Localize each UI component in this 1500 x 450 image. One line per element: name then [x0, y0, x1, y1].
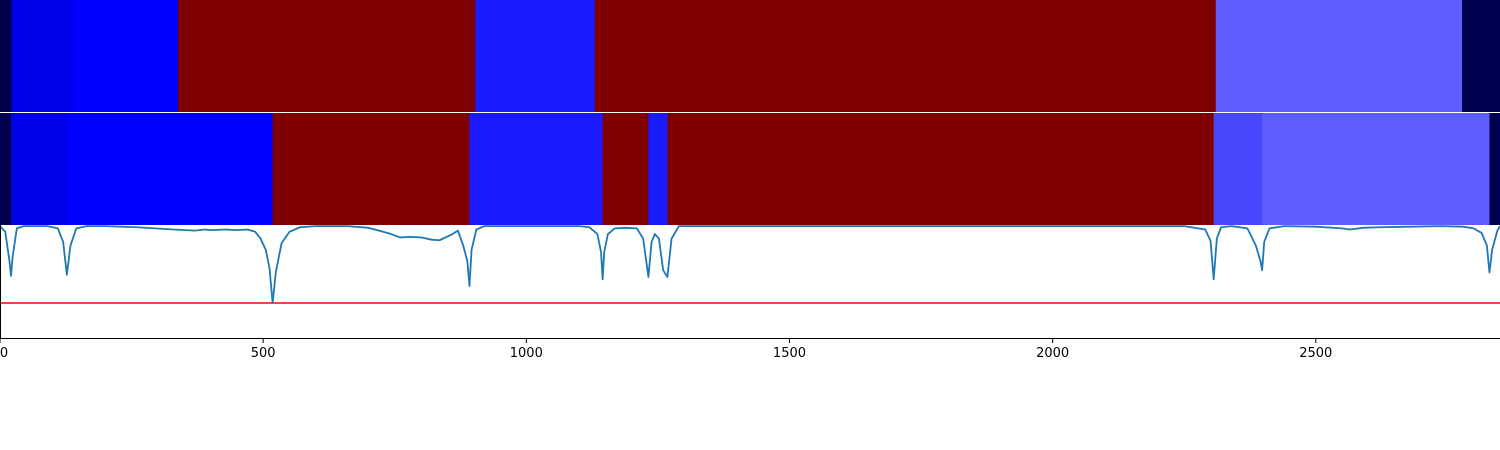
heatmap-top-segment-4 [475, 0, 596, 112]
x-tick-label-2: 1000 [510, 346, 543, 361]
heatmap-bottom [0, 113, 1500, 225]
heatmap-top-segment-5 [594, 0, 1217, 112]
heatmap-top-segment-2 [73, 0, 179, 112]
heatmap-bottom-segment-10 [1489, 113, 1500, 225]
line-panel [0, 225, 1500, 339]
heatmap-bottom-segment-7 [667, 113, 1215, 225]
heatmap-bottom-segment-9 [1262, 113, 1490, 225]
x-tick-label-5: 2500 [1299, 346, 1332, 361]
heatmap-bottom-segment-6 [648, 113, 668, 225]
heatmap-top-segment-6 [1215, 0, 1463, 112]
x-axis: 0 500 1000 1500 2000 2500 [0, 338, 1332, 361]
series-line-0 [0, 225, 1500, 304]
heatmap-top-segment-3 [177, 0, 476, 112]
heatmap-bottom-segment-2 [66, 113, 274, 225]
x-tick-label-1: 500 [251, 346, 276, 361]
heatmap-top [0, 0, 1500, 113]
heatmap-bottom-segment-0 [0, 113, 12, 225]
heatmap-bottom-segment-1 [11, 113, 68, 225]
heatmap-top-segment-0 [0, 0, 13, 112]
x-tick-label-4: 2000 [1036, 346, 1069, 361]
heatmap-bottom-segment-4 [469, 113, 604, 225]
heatmap-bottom-segment-5 [602, 113, 649, 225]
heatmap-bottom-segment-3 [272, 113, 470, 225]
heatmap-bottom-segment-8 [1213, 113, 1263, 225]
heatmap-top-segment-1 [11, 0, 75, 112]
heatmap-top-segment-7 [1462, 0, 1500, 112]
x-tick-label-3: 1500 [773, 346, 806, 361]
x-tick-label-0: 0 [0, 346, 8, 361]
heatmap-separator [0, 112, 1500, 113]
